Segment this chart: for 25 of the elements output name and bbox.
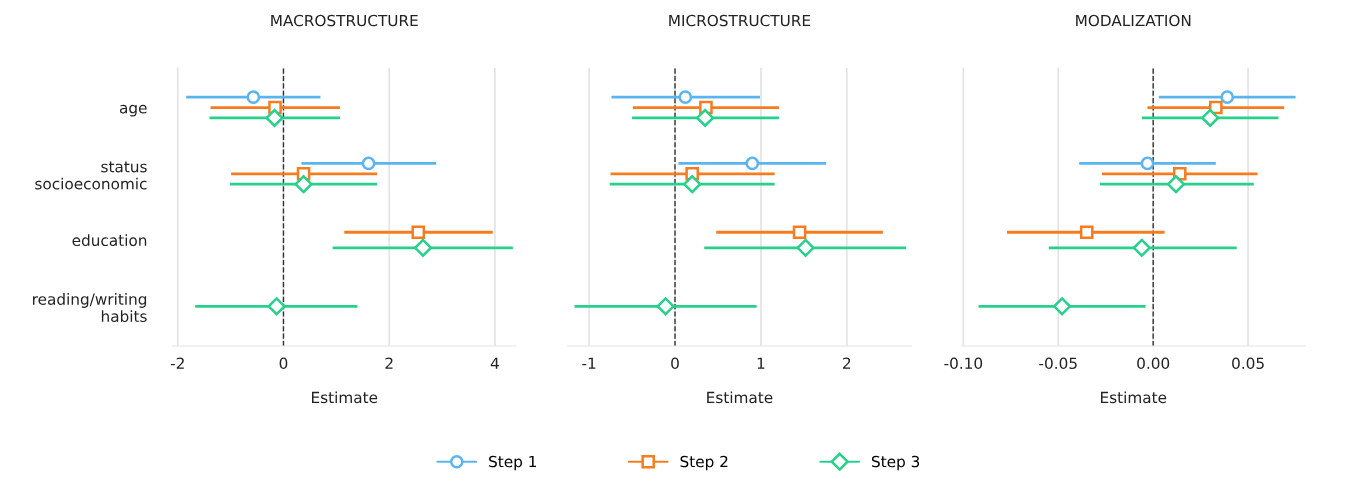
x-tick-label: -2 (170, 357, 184, 369)
x-tick-label: 2 (385, 357, 393, 369)
x-tick-label: -0.05 (1039, 357, 1077, 369)
chart-title: MICROSTRUCTURE (669, 14, 811, 27)
legend-label: Step 2 (680, 455, 728, 471)
x-tick-label: 4 (490, 357, 499, 369)
x-axis-title: Estimate (1101, 391, 1167, 404)
x-tick-label: -1 (582, 357, 596, 369)
x-tick-label: 1 (757, 357, 765, 369)
legend-label: Step 3 (871, 455, 920, 471)
x-tick-label: 0.00 (1137, 357, 1170, 369)
y-tick-label: status socioeconomic (35, 161, 147, 190)
y-tick-label: education (72, 234, 147, 247)
legend-label: Step 1 (489, 455, 537, 471)
x-tick-label: 0 (279, 357, 288, 369)
x-tick-label: -0.10 (944, 357, 983, 369)
x-axis-title: Estimate (707, 391, 773, 404)
chart-title: MACROSTRUCTURE (271, 14, 418, 27)
chart-title: MODALIZATION (1076, 14, 1191, 27)
y-tick-label: reading/writing habits (33, 293, 147, 323)
x-tick-label: 0.05 (1232, 357, 1264, 369)
x-tick-label: 0 (671, 357, 679, 369)
x-axis-title: Estimate (312, 391, 378, 404)
x-tick-label: 2 (843, 357, 851, 369)
y-tick-label: age (119, 104, 147, 117)
